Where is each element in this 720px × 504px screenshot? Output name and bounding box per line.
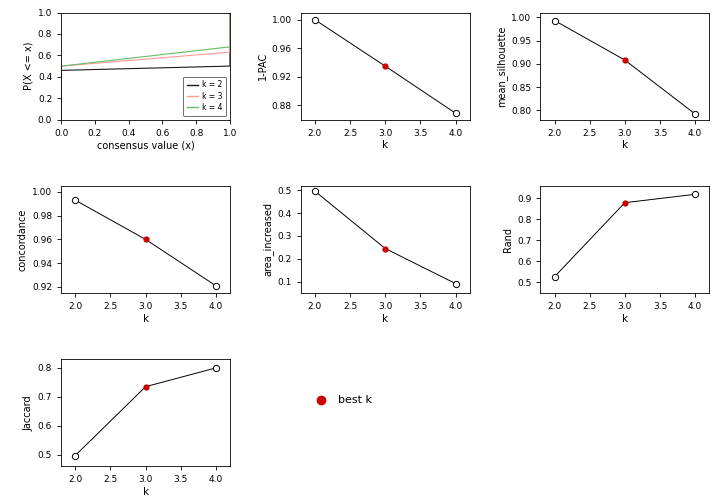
X-axis label: k: k	[382, 313, 388, 324]
Y-axis label: area_increased: area_increased	[262, 203, 274, 276]
Y-axis label: concordance: concordance	[18, 208, 28, 271]
X-axis label: k: k	[143, 487, 148, 497]
X-axis label: k: k	[382, 141, 388, 150]
Y-axis label: P(X <= x): P(X <= x)	[24, 42, 34, 90]
X-axis label: k: k	[143, 313, 148, 324]
Y-axis label: Jaccard: Jaccard	[24, 395, 34, 430]
Y-axis label: Rand: Rand	[503, 227, 513, 252]
Y-axis label: 1-PAC: 1-PAC	[258, 52, 268, 80]
X-axis label: consensus value (x): consensus value (x)	[96, 141, 194, 150]
Text: best k: best k	[338, 395, 372, 405]
Legend: k = 2, k = 3, k = 4: k = 2, k = 3, k = 4	[183, 77, 226, 116]
X-axis label: k: k	[622, 313, 628, 324]
X-axis label: k: k	[622, 141, 628, 150]
Y-axis label: mean_silhouette: mean_silhouette	[496, 25, 507, 107]
